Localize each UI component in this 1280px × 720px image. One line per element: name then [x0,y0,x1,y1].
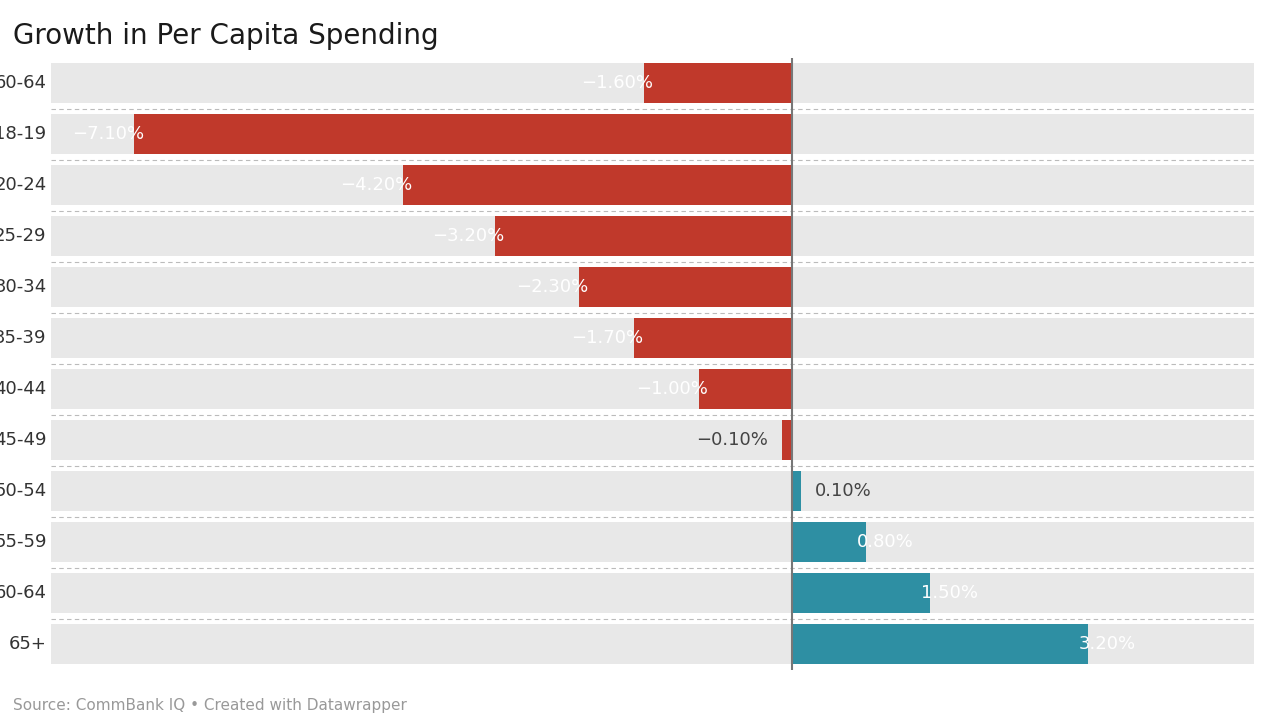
Bar [51,471,1254,511]
Text: 40-44: 40-44 [0,380,46,398]
Bar [791,573,931,613]
Bar [51,420,1254,460]
Bar [403,165,791,205]
Text: −1.70%: −1.70% [571,329,644,347]
Text: 55-59: 55-59 [0,533,46,551]
Bar [51,624,1254,664]
Bar [51,114,1254,154]
Bar [51,522,1254,562]
Bar [791,624,1088,664]
Text: 65+: 65+ [9,635,46,653]
Bar [495,216,791,256]
Text: 25-29: 25-29 [0,227,46,245]
Bar [51,165,1254,205]
Text: −2.30%: −2.30% [516,278,588,296]
Bar [791,522,865,562]
Text: 18-19: 18-19 [0,125,46,143]
Bar [644,63,791,103]
Text: 50-54: 50-54 [0,482,46,500]
Text: 0.10%: 0.10% [815,482,872,500]
Bar [51,369,1254,409]
Bar [51,216,1254,256]
Bar [134,114,791,154]
Text: Growth in Per Capita Spending: Growth in Per Capita Spending [13,22,439,50]
Bar [51,63,1254,103]
Text: −0.10%: −0.10% [696,431,768,449]
Text: 35-39: 35-39 [0,329,46,347]
Text: 45-49: 45-49 [0,431,46,449]
Text: −7.10%: −7.10% [72,125,143,143]
Text: 60-64: 60-64 [0,584,46,602]
Bar [791,471,801,511]
Bar [699,369,791,409]
Bar [51,573,1254,613]
Text: −1.60%: −1.60% [581,74,653,92]
Text: −3.20%: −3.20% [433,227,504,245]
Bar [51,318,1254,358]
Text: 1.50%: 1.50% [922,584,978,602]
Text: 30-34: 30-34 [0,278,46,296]
Bar [635,318,791,358]
Bar [51,267,1254,307]
Bar [579,267,791,307]
Text: 20-24: 20-24 [0,176,46,194]
Text: 60-64: 60-64 [0,74,46,92]
Text: −1.00%: −1.00% [636,380,708,398]
Text: Source: CommBank IQ • Created with Datawrapper: Source: CommBank IQ • Created with Dataw… [13,698,407,713]
Text: −4.20%: −4.20% [340,176,412,194]
Text: 0.80%: 0.80% [856,533,913,551]
Text: 3.20%: 3.20% [1079,635,1135,653]
Bar [782,420,791,460]
